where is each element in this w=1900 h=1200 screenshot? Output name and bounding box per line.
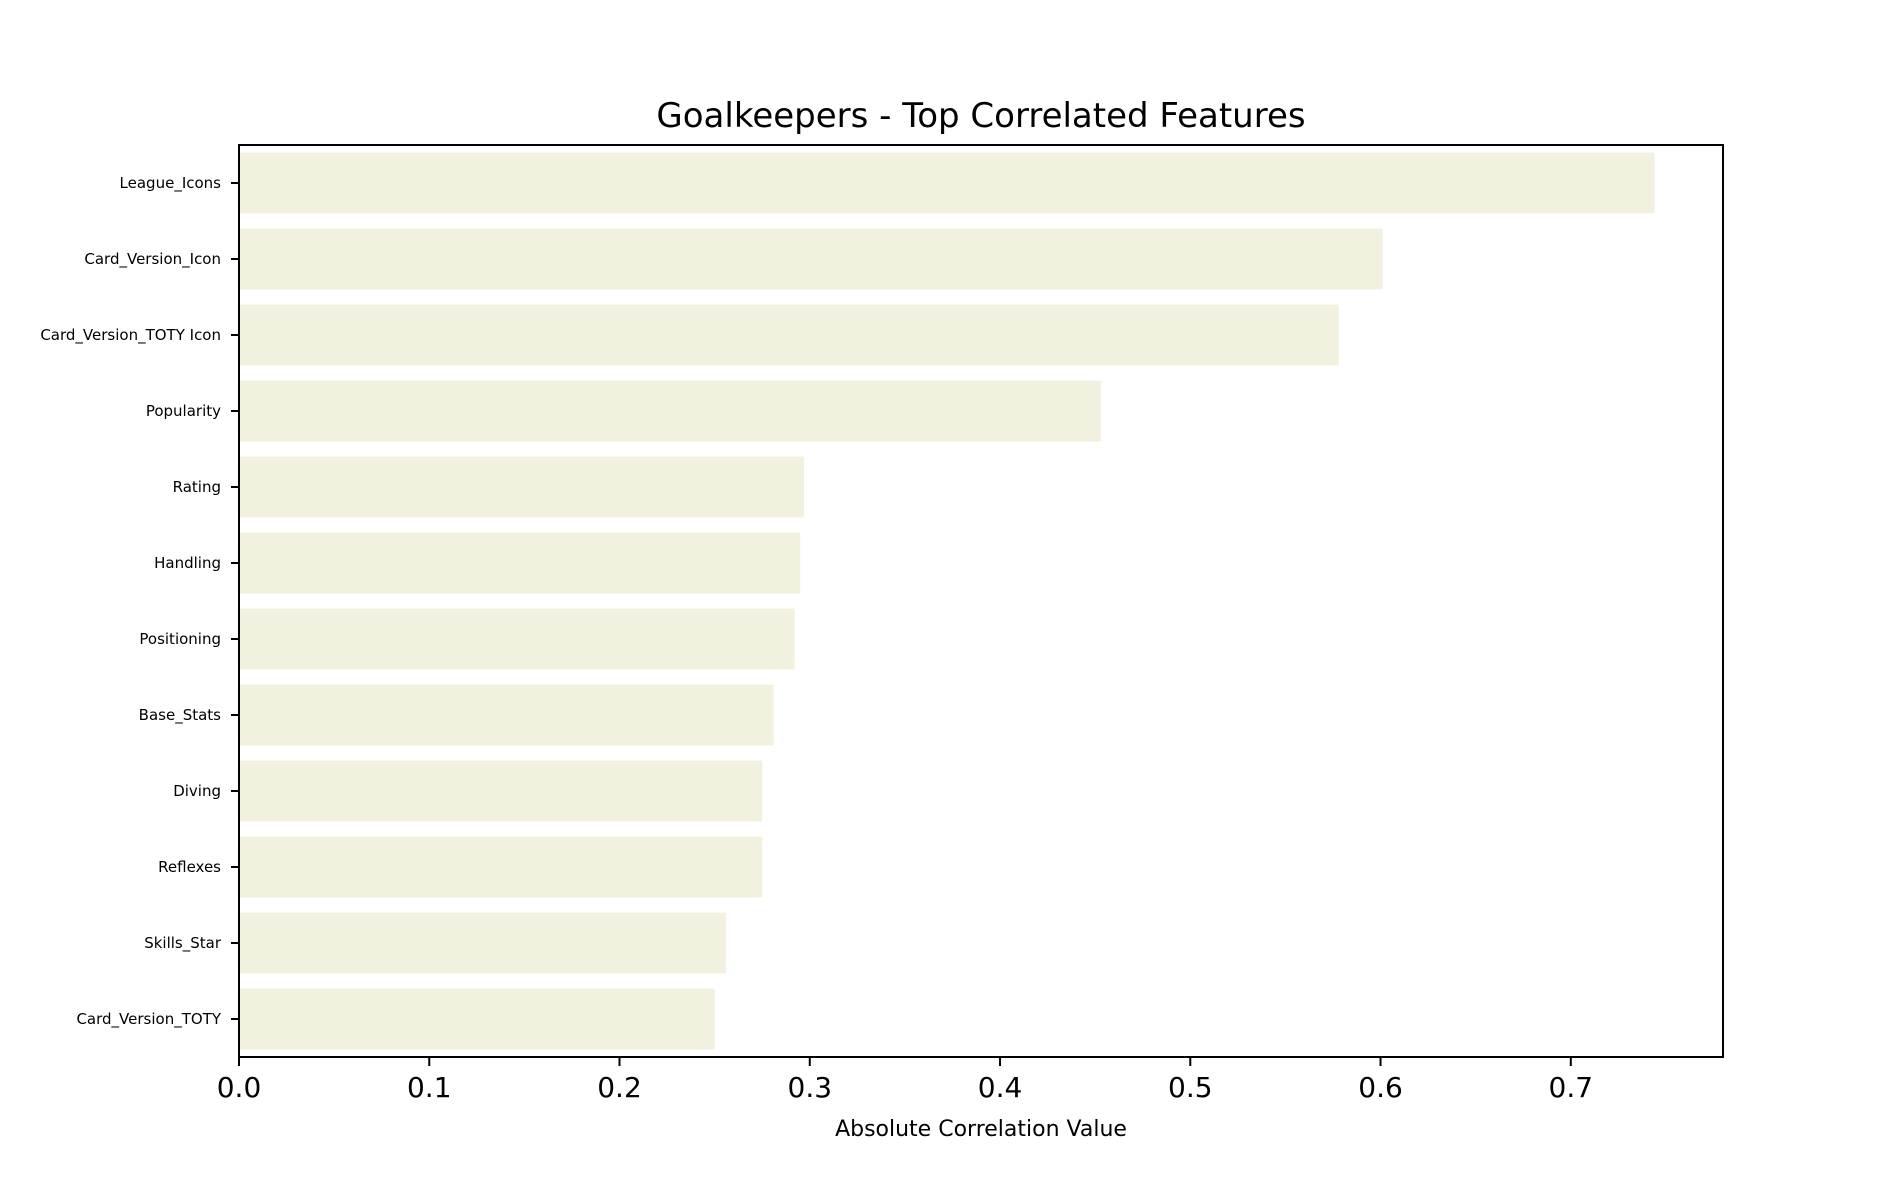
y-tick-label: Card_Version_TOTY Icon xyxy=(40,326,221,345)
x-tick-label: 0.1 xyxy=(407,1071,452,1104)
y-tick-label: Rating xyxy=(173,478,221,496)
x-tick-label: 0.6 xyxy=(1358,1071,1403,1104)
bar-card-version-icon xyxy=(239,228,1383,290)
bars-layer xyxy=(239,152,1655,1050)
x-tick-label: 0.5 xyxy=(1168,1071,1213,1104)
y-axis-ticks: League_Icons Card_Version_Icon Card_Versio… xyxy=(40,174,239,1029)
x-tick-label: 0.7 xyxy=(1549,1071,1594,1104)
bar-popularity xyxy=(239,380,1101,442)
x-axis-label: Absolute Correlation Value xyxy=(835,1117,1127,1142)
bar-card-version-toty-icon xyxy=(239,304,1339,366)
x-axis-ticks: 0.0 0.1 0.2 0.3 0.4 0.5 0.6 0.7 xyxy=(217,1057,1593,1104)
y-tick-label: League_Icons xyxy=(120,174,222,193)
x-tick-label: 0.3 xyxy=(788,1071,833,1104)
bar-league-icons xyxy=(239,152,1655,214)
plot-frame xyxy=(238,144,1724,1058)
y-tick-label: Card_Version_Icon xyxy=(84,250,221,269)
bar-reflexes xyxy=(239,836,763,898)
x-tick-label: 0.4 xyxy=(978,1071,1023,1104)
x-tick-label: 0.2 xyxy=(597,1071,642,1104)
y-tick-label: Card_Version_TOTY xyxy=(76,1010,221,1029)
bar-rating xyxy=(239,456,805,518)
y-tick-label: Reflexes xyxy=(158,858,221,876)
y-tick-label: Diving xyxy=(173,782,221,800)
y-tick-label: Skills_Star xyxy=(144,934,222,953)
x-tick-label: 0.0 xyxy=(217,1071,262,1104)
y-tick-label: Positioning xyxy=(139,630,221,648)
bar-base-stats xyxy=(239,684,774,746)
y-tick-label: Handling xyxy=(154,554,221,572)
bar-handling xyxy=(239,532,801,594)
bar-diving xyxy=(239,760,763,822)
bar-positioning xyxy=(239,608,795,670)
chart-title: Goalkeepers - Top Correlated Features xyxy=(656,96,1305,136)
y-tick-label: Base_Stats xyxy=(139,706,222,725)
bar-skills-star xyxy=(239,912,727,974)
bar-card-version-toty xyxy=(239,988,715,1050)
y-tick-label: Popularity xyxy=(146,402,221,420)
